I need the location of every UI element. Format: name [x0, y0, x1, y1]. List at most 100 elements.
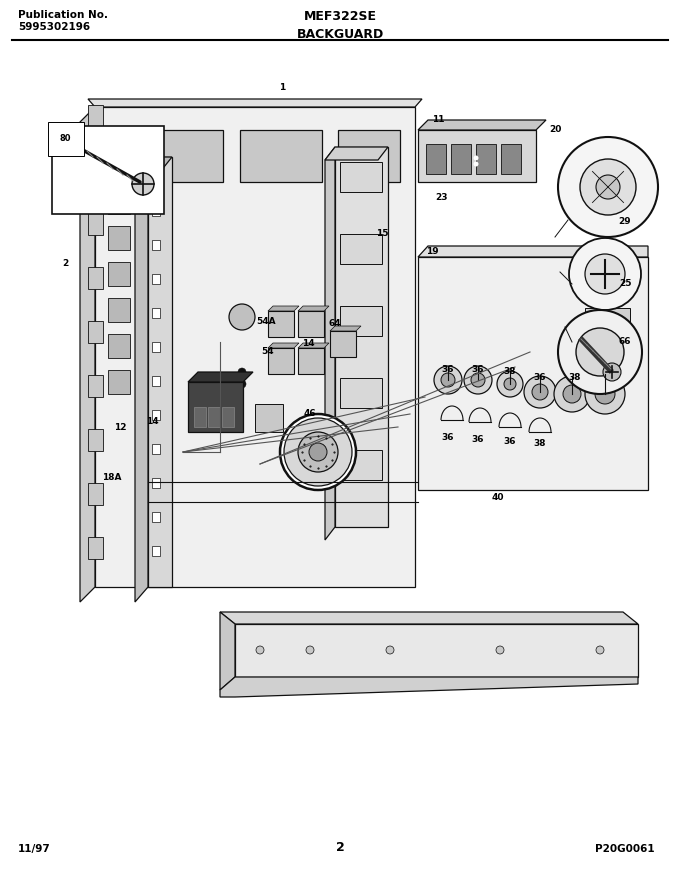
Bar	[108, 130, 223, 182]
Bar	[152, 240, 160, 250]
Bar	[52, 126, 164, 214]
Text: 40: 40	[492, 492, 505, 502]
Circle shape	[238, 380, 246, 388]
Bar	[208, 407, 220, 427]
Circle shape	[284, 418, 352, 486]
Bar	[108, 298, 130, 322]
Bar	[330, 331, 356, 357]
Circle shape	[558, 137, 658, 237]
Bar	[108, 190, 130, 214]
Text: 2: 2	[62, 259, 68, 268]
Circle shape	[298, 432, 338, 472]
Polygon shape	[268, 306, 299, 311]
Text: 1: 1	[279, 83, 285, 92]
Bar	[152, 376, 160, 386]
Bar	[585, 308, 630, 322]
Bar	[298, 348, 324, 374]
Polygon shape	[298, 306, 329, 311]
Circle shape	[280, 414, 356, 490]
Text: 46: 46	[304, 409, 316, 418]
Circle shape	[585, 374, 625, 414]
Polygon shape	[95, 107, 415, 587]
Bar	[88, 267, 103, 289]
Polygon shape	[335, 147, 388, 527]
Circle shape	[229, 304, 255, 330]
Text: 36: 36	[534, 372, 546, 382]
Bar	[152, 308, 160, 318]
Circle shape	[471, 373, 485, 387]
Circle shape	[441, 373, 455, 387]
Circle shape	[464, 366, 492, 394]
Circle shape	[532, 384, 548, 400]
Circle shape	[256, 646, 264, 654]
Circle shape	[238, 368, 246, 376]
Bar	[88, 321, 103, 343]
Bar	[108, 262, 130, 286]
Bar	[152, 478, 160, 488]
Bar	[340, 378, 382, 408]
Text: 18A: 18A	[102, 473, 122, 482]
Polygon shape	[325, 147, 388, 160]
Bar	[451, 144, 471, 174]
Text: 66: 66	[619, 338, 631, 347]
Polygon shape	[418, 120, 546, 130]
Text: 19: 19	[426, 248, 439, 257]
Text: 36: 36	[472, 365, 484, 375]
Bar	[268, 348, 294, 374]
Polygon shape	[330, 326, 361, 331]
Text: 14: 14	[302, 340, 314, 348]
Bar	[88, 537, 103, 559]
Text: 25: 25	[619, 280, 631, 288]
Bar	[340, 162, 382, 192]
Bar	[152, 546, 160, 556]
Polygon shape	[325, 147, 335, 540]
Polygon shape	[418, 246, 648, 257]
Text: Publication No.: Publication No.	[18, 10, 108, 20]
Bar	[240, 130, 322, 182]
Bar	[88, 159, 103, 181]
Circle shape	[554, 376, 590, 412]
Circle shape	[497, 371, 523, 397]
Text: 23: 23	[436, 192, 448, 201]
Bar	[476, 144, 496, 174]
Bar	[152, 172, 160, 182]
Text: 15: 15	[376, 229, 388, 238]
Bar	[340, 450, 382, 480]
Polygon shape	[188, 372, 253, 382]
Polygon shape	[298, 343, 329, 348]
Circle shape	[596, 646, 604, 654]
Bar	[152, 342, 160, 352]
Circle shape	[595, 384, 615, 404]
Bar	[338, 130, 400, 182]
Bar	[152, 444, 160, 454]
Circle shape	[473, 155, 479, 161]
Text: 38: 38	[504, 368, 516, 377]
Text: 12: 12	[114, 422, 126, 431]
Polygon shape	[148, 157, 172, 587]
Text: 11/97: 11/97	[18, 844, 51, 854]
Text: 2: 2	[336, 841, 344, 854]
Polygon shape	[135, 157, 172, 172]
Polygon shape	[235, 624, 638, 677]
Circle shape	[603, 363, 621, 381]
Bar	[108, 370, 130, 394]
Text: 36: 36	[472, 435, 484, 444]
Circle shape	[563, 385, 581, 403]
Circle shape	[434, 366, 462, 394]
Text: 36: 36	[442, 432, 454, 442]
Circle shape	[580, 159, 636, 215]
Text: 38: 38	[568, 372, 581, 382]
Text: 11: 11	[432, 116, 444, 124]
Bar	[108, 334, 130, 358]
Polygon shape	[220, 677, 638, 697]
Text: BACKGUARD: BACKGUARD	[296, 28, 384, 41]
Bar	[298, 311, 324, 337]
Circle shape	[473, 161, 479, 167]
Text: 29: 29	[619, 218, 631, 227]
Bar	[152, 206, 160, 216]
Bar	[222, 407, 234, 427]
Text: 14: 14	[146, 417, 158, 427]
Text: 36: 36	[504, 437, 516, 446]
Circle shape	[524, 376, 556, 408]
Text: 38: 38	[534, 439, 546, 449]
